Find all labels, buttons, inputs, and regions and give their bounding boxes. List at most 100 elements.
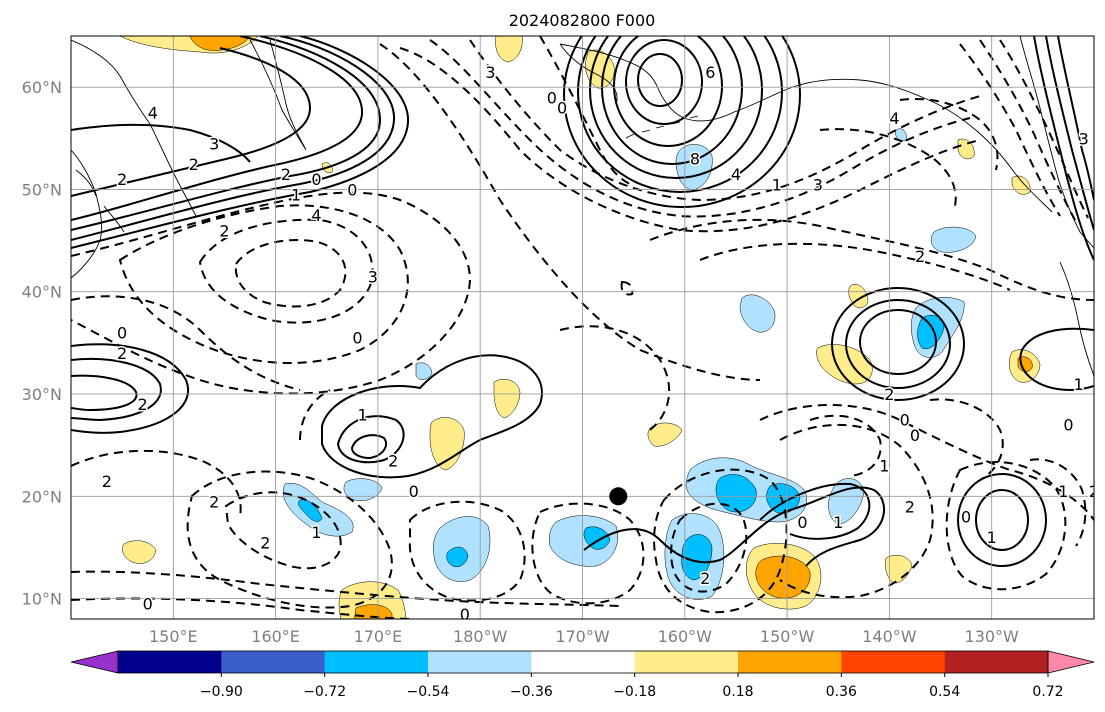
- contour-label: 3: [813, 175, 823, 194]
- contour-line: [469, 39, 981, 202]
- contour-label: 0: [961, 508, 971, 527]
- coastline-bristol: [559, 43, 618, 105]
- contour-label: 0: [797, 513, 807, 532]
- contour-label: 3: [485, 63, 495, 82]
- contour-line: [819, 128, 957, 211]
- contour-label: 8: [690, 150, 700, 169]
- longitude-tick-label: 130°W: [965, 627, 1020, 646]
- shade-blue-patch: [766, 483, 801, 514]
- colorbar-tick-label: −0.36: [510, 684, 553, 700]
- contour-line: [559, 325, 671, 431]
- contour-label: 3: [1079, 129, 1089, 148]
- contour-label: 0: [1063, 416, 1073, 435]
- contour-line: [71, 358, 162, 422]
- contour-line: [71, 123, 251, 163]
- latitude-tick-label: 40°N: [22, 283, 62, 302]
- colorbar-tick-label: −0.54: [407, 684, 450, 700]
- shade-blue-patch: [739, 294, 776, 333]
- longitude-tick-label: 180°W: [453, 627, 508, 646]
- contour-line: [583, 486, 885, 567]
- colorbar-tick-label: 0.54: [929, 684, 960, 700]
- contour-line: [350, 434, 388, 460]
- contour-line: [975, 489, 1029, 551]
- contour-label: 2: [915, 247, 925, 266]
- coastline-na-west: [1019, 36, 1094, 249]
- shade-orange-patch: [189, 36, 251, 51]
- colorbar-extend-high: [1047, 650, 1095, 674]
- contour-label: 2: [138, 395, 148, 414]
- contour-line: [379, 43, 761, 381]
- shade-yellow-patch: [493, 379, 521, 419]
- contour-line: [899, 98, 999, 171]
- colorbar-swatch: [324, 651, 429, 673]
- contour-label: 1: [772, 175, 782, 194]
- contour-line: [71, 295, 301, 391]
- contour-label: 1: [1058, 482, 1068, 501]
- contour-label: 1: [879, 457, 889, 476]
- contour-label: 0: [311, 170, 321, 189]
- colorbar-outline: [117, 650, 1049, 674]
- contour-line: [71, 36, 410, 249]
- contour-label: 2: [884, 385, 894, 404]
- contour-label: 3: [209, 134, 219, 153]
- colorbar-swatch: [738, 651, 842, 673]
- contour-line: [601, 36, 743, 165]
- contour-label: 2: [700, 569, 710, 588]
- contour-line: [1019, 327, 1094, 392]
- contour-line: [71, 36, 382, 231]
- contour-line: [957, 473, 1047, 567]
- shade-blue-patch: [681, 534, 713, 581]
- contour-label: 2: [281, 165, 291, 184]
- contour-line: [577, 36, 783, 193]
- contour-label: 2: [260, 533, 270, 552]
- colorbar-swatch: [221, 651, 326, 673]
- contour-label: 2: [102, 472, 112, 491]
- contour-line: [845, 299, 951, 389]
- contours-negative: [71, 36, 1094, 619]
- contour-label: 0: [557, 99, 567, 118]
- contour-line: [625, 39, 703, 125]
- shade-yellow-patch: [122, 540, 157, 564]
- contour-line: [1033, 36, 1094, 261]
- coastline-asia: [71, 149, 103, 279]
- contour-line: [945, 461, 1067, 591]
- contour-label: 1: [311, 523, 321, 542]
- shade-yellow-patch: [647, 422, 683, 447]
- coastline-asia: [71, 39, 197, 217]
- colorbar-swatch: [531, 651, 636, 673]
- shade-blue-patch: [828, 478, 865, 525]
- colorbar: −0.90 −0.72 −0.54 −0.36 −0.18 0.18 0.36 0.54 0.7…: [70, 650, 1095, 700]
- contour-line: [979, 39, 1077, 223]
- contour-label: 4: [731, 165, 741, 184]
- contour-label: 1: [1074, 375, 1084, 394]
- contour-label: 2: [117, 344, 127, 363]
- latitude-tick-label: 10°N: [22, 590, 62, 609]
- contour-line: [929, 398, 1004, 481]
- shade-blue-patch: [343, 478, 383, 501]
- contour-line: [699, 242, 1011, 291]
- contour-label: 2: [117, 170, 127, 189]
- contour-line: [959, 43, 1061, 217]
- shade-yellow-patch: [816, 344, 873, 385]
- contour-line: [429, 39, 971, 218]
- contour-label: 1: [833, 513, 843, 532]
- colorbar-extend-low: [70, 650, 119, 674]
- contour-line: [637, 53, 683, 107]
- colorbar-tick-label: −0.18: [613, 684, 656, 700]
- coastlines: [71, 36, 1094, 377]
- contour-label: 2: [219, 221, 229, 240]
- contour-line: [999, 39, 1089, 219]
- contour-line: [653, 468, 788, 614]
- colorbar-tick-label: 0.36: [826, 684, 857, 700]
- shade-blue-patch: [917, 315, 945, 350]
- colorbar-tick-label: −0.90: [200, 684, 243, 700]
- contour-line: [198, 218, 374, 324]
- contour-line: [831, 287, 965, 401]
- contour-line: [224, 491, 342, 570]
- latitude-tick-label: 50°N: [22, 180, 62, 199]
- shade-blue-patch: [583, 526, 611, 550]
- colorbar-swatch: [118, 651, 222, 673]
- contour-line: [759, 404, 1094, 521]
- shade-blue-patch: [931, 226, 977, 253]
